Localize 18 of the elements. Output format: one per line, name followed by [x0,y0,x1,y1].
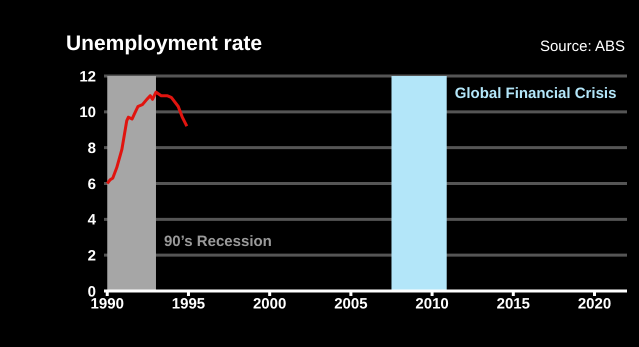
x-tick-label: 2010 [415,296,449,313]
x-tick-label: 2005 [334,296,368,313]
x-tick-label: 1995 [172,296,206,313]
band-label: Global Financial Crisis [454,85,616,102]
y-tick-label: 12 [79,68,96,86]
band-label: 90’s Recession [164,233,272,250]
x-tick-label: 2015 [496,296,530,313]
y-tick-label: 6 [88,176,96,193]
y-tick-label: 2 [88,247,96,264]
x-tick-label: 2000 [252,296,286,313]
chart-title: Unemployment rate [66,32,262,56]
y-tick-label: 8 [88,140,96,157]
line-series [106,90,188,185]
x-tick-label: 1990 [90,296,124,313]
source-note: Source: ABS [540,38,625,55]
x-tick-label: 2020 [578,296,612,313]
y-tick-label: 4 [88,212,97,229]
y-tick-label: 10 [79,104,96,122]
